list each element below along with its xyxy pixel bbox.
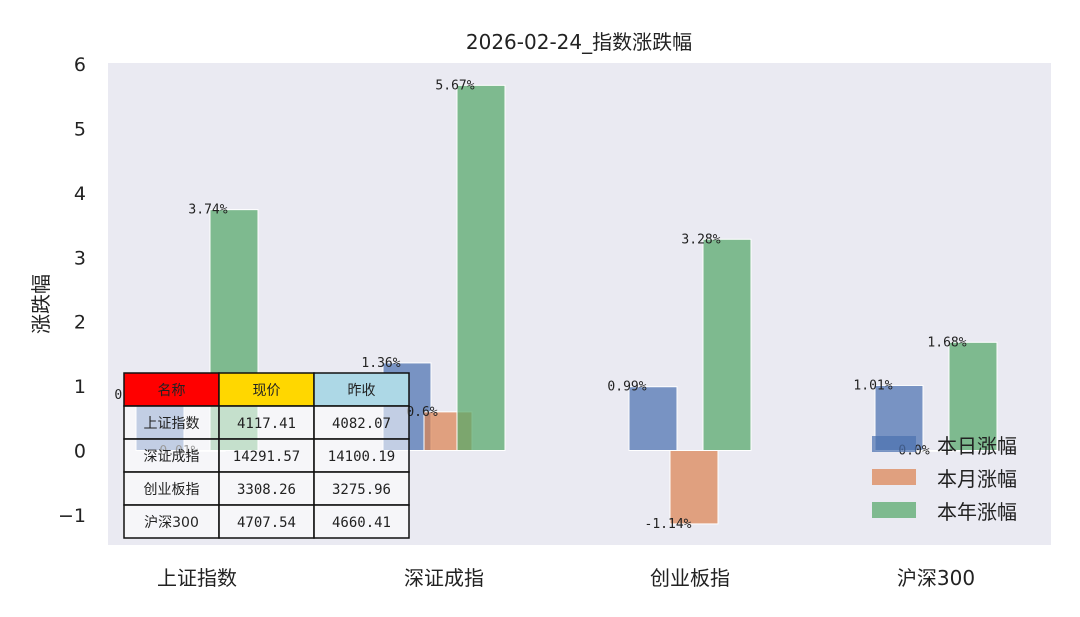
y-tick-label: 0	[74, 441, 86, 463]
table-cell-text: 4082.07	[332, 416, 391, 432]
y-tick-label: 3	[74, 247, 86, 269]
table-cell-text: 3275.96	[332, 482, 391, 498]
table-cell	[123, 471, 220, 506]
data-label: 3.28%	[681, 232, 720, 247]
table-cell-text: 3308.26	[237, 482, 296, 498]
legend-label: 本月涨幅	[937, 467, 1017, 491]
table-cell	[123, 405, 220, 440]
data-label: 3.74%	[188, 203, 227, 218]
y-tick-label: 5	[74, 119, 86, 141]
data-label: 1.01%	[853, 378, 892, 393]
y-tick-label: 1	[74, 376, 86, 398]
table-cell	[123, 504, 220, 539]
table-cell-text: 4707.54	[237, 515, 296, 531]
table-cell-text: 14100.19	[328, 449, 395, 465]
table-header-cell	[123, 372, 220, 407]
y-axis-label: 涨跌幅	[29, 274, 53, 334]
legend-swatch	[872, 502, 916, 518]
table-cell	[218, 438, 315, 473]
bar	[669, 450, 719, 525]
y-tick-label: 6	[74, 54, 86, 76]
bar	[948, 341, 998, 452]
y-tick-label: −1	[58, 505, 86, 527]
table-cell-text: 沪深300	[144, 515, 199, 531]
table-cell-text: 深证成指	[144, 449, 200, 465]
y-tick-label: 2	[74, 312, 86, 334]
y-tick-label: 4	[74, 183, 86, 205]
table-header-cell	[218, 372, 315, 407]
y-axis-ticks: −1 0 1 2 3 4 5 6	[58, 54, 86, 527]
x-category-label: 深证成指	[404, 566, 484, 590]
bar	[456, 84, 506, 452]
table-header-label: 现价	[253, 383, 281, 399]
data-label: 0.99%	[607, 380, 646, 395]
x-category-label: 沪深300	[897, 566, 975, 590]
bar	[702, 238, 752, 451]
x-category-label: 创业板指	[650, 566, 730, 590]
legend-label: 本年涨幅	[937, 500, 1017, 524]
table-cell	[313, 471, 410, 506]
x-category-label: 上证指数	[157, 566, 237, 590]
data-label: 5.67%	[435, 78, 474, 93]
table-cell-text: 创业板指	[144, 482, 200, 498]
table-header-cell	[313, 372, 410, 407]
table-cell-text: 4117.41	[237, 416, 296, 432]
chart-title: 2026-02-24_指数涨跌幅	[466, 30, 692, 54]
table-header-label: 名称	[158, 383, 186, 399]
table-cell	[123, 438, 220, 473]
legend-swatch	[872, 469, 916, 485]
data-label: 1.36%	[361, 356, 400, 371]
table-cell-text: 上证指数	[144, 416, 200, 432]
legend-label: 本日涨幅	[937, 434, 1017, 458]
x-axis-categories: 上证指数 深证成指 创业板指 沪深300	[157, 566, 975, 590]
table-cell-text: 14291.57	[233, 449, 300, 465]
table-cell	[313, 504, 410, 539]
bar	[628, 386, 678, 451]
legend-swatch	[872, 436, 916, 452]
data-label: -1.14%	[645, 517, 692, 532]
table-header-label: 昨收	[348, 383, 376, 399]
data-label: 0.6%	[406, 405, 437, 420]
table-cell	[218, 471, 315, 506]
table-cell-text: 4660.41	[332, 515, 391, 531]
data-label: 1.68%	[927, 335, 966, 350]
